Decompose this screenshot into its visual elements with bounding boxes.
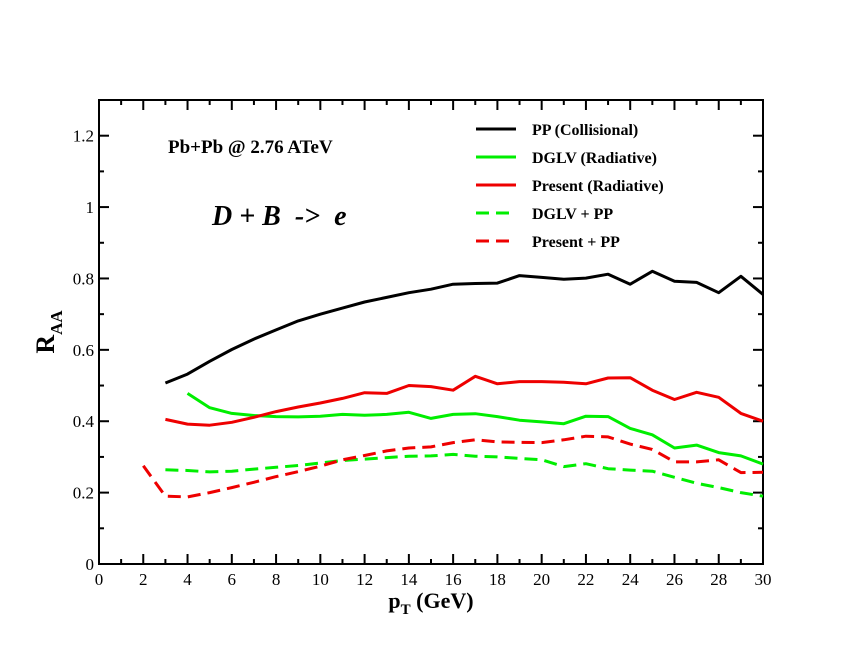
x-tick-label: 22 <box>577 570 594 589</box>
x-tick-label: 18 <box>489 570 506 589</box>
x-tick-label: 24 <box>622 570 640 589</box>
legend-label-2: Present (Radiative) <box>532 178 664 195</box>
x-tick-label: 8 <box>272 570 281 589</box>
x-tick-label: 10 <box>312 570 329 589</box>
x-tick-label: 16 <box>445 570 462 589</box>
annotation-process: D + B -> e <box>211 201 347 232</box>
x-tick-label: 4 <box>183 570 192 589</box>
x-tick-label: 2 <box>139 570 148 589</box>
y-axis-title-main: R <box>31 335 60 354</box>
y-tick-label: 0 <box>86 555 95 574</box>
legend-label-0: PP (Collisional) <box>532 122 638 139</box>
series-line-0 <box>164 269 764 385</box>
y-axis-title-sub: AA <box>47 310 66 335</box>
legend: PP (Collisional) DGLV (Radiative) Present … <box>476 122 664 251</box>
x-axis-title-sub: T <box>401 602 411 618</box>
x-tick-label: 12 <box>356 570 373 589</box>
series-line-4 <box>142 434 764 499</box>
x-tick-label: 28 <box>710 570 727 589</box>
x-tick-label: 26 <box>666 570 683 589</box>
x-tick-label: 30 <box>755 570 772 589</box>
series-line-1 <box>186 392 764 466</box>
y-tick-label: 0.2 <box>73 484 94 503</box>
series-line-3 <box>165 452 764 498</box>
x-tick-label: 14 <box>400 570 418 589</box>
x-axis-title: pT (GeV) <box>388 588 473 618</box>
x-axis-title-rest: (GeV) <box>411 588 474 613</box>
axis-ticks: 0 2 4 6 8 10 12 14 16 18 20 22 24 26 28 3000.20.40.60.8… <box>73 99 772 589</box>
legend-label-3: DGLV + PP <box>532 206 613 223</box>
series-line-2 <box>165 374 764 427</box>
x-tick-label: 6 <box>228 570 237 589</box>
x-tick-label: 20 <box>533 570 550 589</box>
y-tick-label: 0.8 <box>73 269 94 288</box>
y-tick-label: 0.4 <box>73 412 95 431</box>
legend-label-4: Present + PP <box>532 234 620 251</box>
annotation-collision-system: Pb+Pb @ 2.76 ATeV <box>168 137 333 158</box>
legend-label-1: DGLV (Radiative) <box>532 150 657 167</box>
y-tick-label: 1 <box>86 198 95 217</box>
x-tick-label: 0 <box>95 570 104 589</box>
series-lines <box>142 269 764 499</box>
y-axis-title: RAA <box>31 310 66 354</box>
y-tick-label: 1.2 <box>73 127 94 146</box>
y-tick-label: 0.6 <box>73 341 94 360</box>
x-axis-title-main: p <box>388 588 400 613</box>
